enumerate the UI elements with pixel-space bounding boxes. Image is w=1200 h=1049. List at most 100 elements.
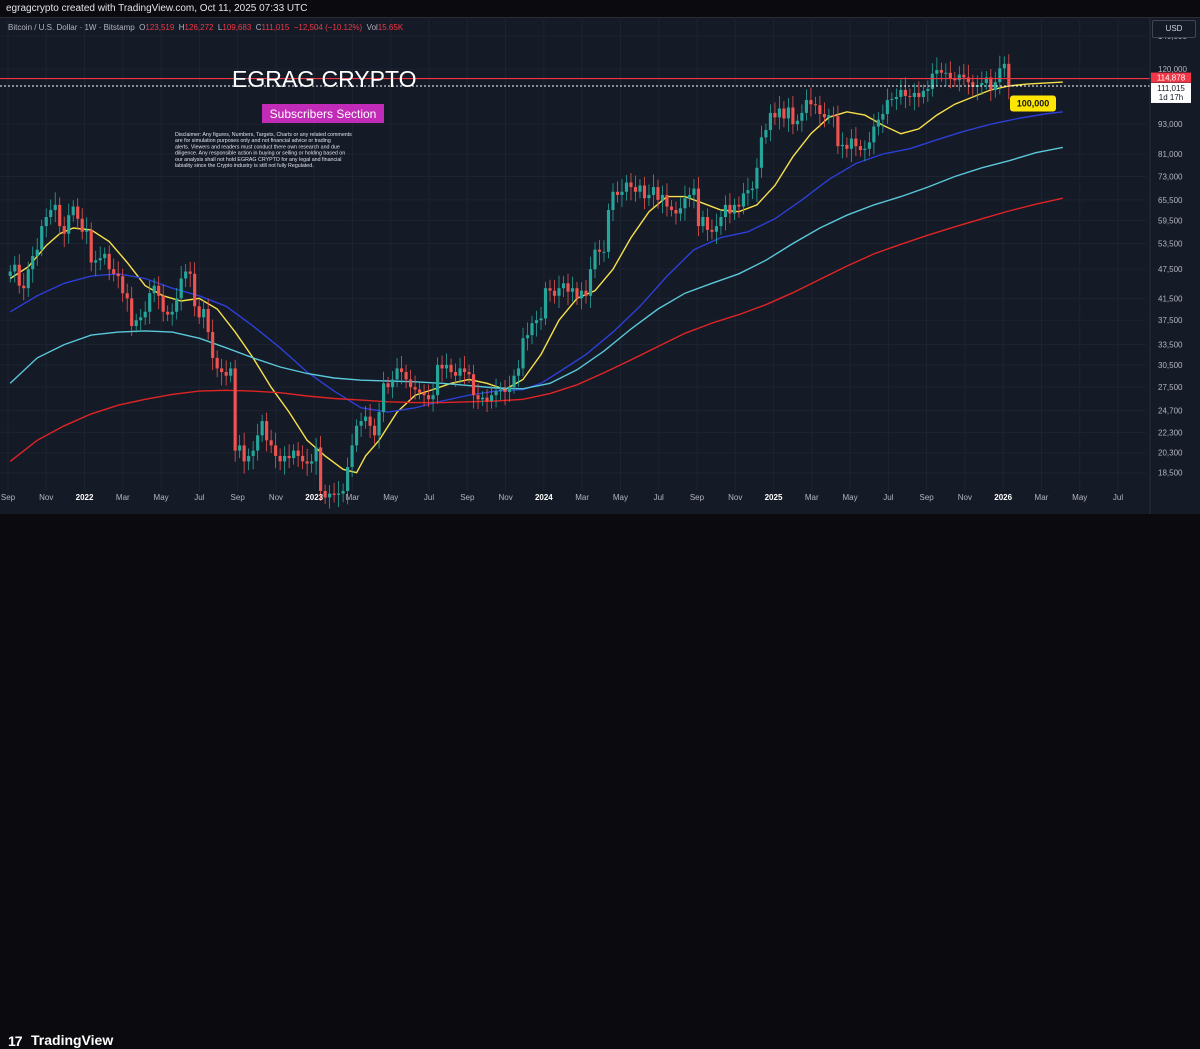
candle-body — [310, 461, 314, 464]
candle-body — [76, 206, 80, 219]
candle-body — [651, 187, 656, 195]
candle — [899, 79, 903, 105]
x-tick-label: 2026 — [994, 493, 1012, 502]
subscribers-badge-text: Subscribers Section — [270, 107, 377, 121]
candle — [921, 84, 925, 104]
subscribers-badge — [262, 104, 384, 123]
candle-body — [175, 298, 179, 312]
close-label: C — [255, 23, 262, 32]
candle-body — [265, 421, 269, 441]
candle — [148, 280, 152, 324]
candle-body — [143, 311, 147, 318]
candle-body — [426, 395, 431, 400]
candle-body — [62, 226, 66, 234]
candle-body — [998, 68, 1002, 83]
candle — [310, 453, 314, 473]
candle-body — [773, 112, 777, 118]
candle-body — [26, 269, 30, 289]
candle — [935, 57, 939, 86]
candle-body — [728, 204, 732, 214]
candle — [368, 403, 372, 438]
candle — [728, 193, 732, 224]
candle-body — [170, 311, 174, 315]
candle — [89, 222, 93, 272]
candle-body — [737, 204, 741, 207]
x-tick-label: Mar — [575, 493, 589, 502]
candle — [1007, 54, 1011, 100]
y-tick-label: 18,500 — [1158, 469, 1183, 478]
candle — [211, 319, 215, 371]
candle-body — [417, 389, 422, 393]
x-tick-label: 2024 — [535, 493, 553, 502]
candle — [840, 132, 844, 159]
price-axis[interactable]: 140,000120,00093,00081,00073,00065,50059… — [1149, 17, 1187, 514]
candle-body — [606, 209, 611, 252]
candle-body — [786, 107, 790, 119]
candle — [804, 89, 808, 121]
candle — [22, 273, 26, 301]
candle-body — [791, 107, 795, 125]
candle-body — [534, 320, 539, 324]
candle — [755, 158, 759, 202]
candle-body — [440, 364, 444, 369]
candle-body — [755, 167, 759, 189]
candle — [377, 402, 381, 449]
candle-body — [211, 332, 215, 358]
candle — [696, 177, 701, 237]
candle — [193, 262, 197, 317]
candle — [121, 268, 125, 303]
candle-body — [89, 229, 93, 263]
candle-body — [471, 374, 476, 396]
candle-body — [251, 450, 255, 456]
currency-button[interactable]: USD — [1152, 20, 1196, 38]
x-tick-label: Sep — [690, 493, 705, 502]
candle — [179, 265, 183, 311]
candle-body — [993, 82, 997, 90]
candle-body — [723, 204, 728, 217]
candle-body — [301, 455, 305, 462]
candle — [269, 429, 273, 454]
candle-body — [840, 144, 844, 147]
disclaimer-text: Disclaimer: Any figures, Numbers, Target… — [175, 132, 352, 169]
candle-body — [287, 455, 291, 459]
candle — [503, 380, 507, 406]
candle-body — [278, 455, 282, 462]
candle — [692, 179, 696, 209]
x-tick-label: Sep — [460, 493, 475, 502]
candle-body — [912, 92, 916, 97]
candle — [854, 127, 858, 157]
candle-body — [400, 368, 404, 373]
candle-body — [620, 191, 624, 195]
candle-body — [404, 372, 408, 380]
time-axis[interactable]: Sep Nov 2022 Mar May Jul Sep Nov 2023 Mar May Jul Se… — [1, 493, 1123, 502]
candle-body — [121, 276, 125, 294]
candle-body — [692, 188, 696, 195]
candle-body — [957, 74, 961, 81]
candle-body — [386, 383, 390, 388]
symbol-legend[interactable]: Bitcoin / U.S. Dollar · 1W · Bitstamp O1… — [8, 23, 403, 32]
candle — [647, 184, 651, 206]
x-tick-label: May — [1072, 493, 1087, 502]
candle-body — [112, 269, 116, 274]
candle — [319, 435, 323, 501]
candle-body — [444, 364, 449, 369]
candle-body — [107, 253, 111, 270]
candle-body — [903, 89, 907, 96]
candle — [876, 112, 880, 136]
x-tick-label: 2025 — [765, 493, 783, 502]
candle-body — [134, 320, 138, 327]
candle — [930, 63, 934, 97]
x-tick-label: Jul — [654, 493, 664, 502]
candle — [813, 96, 817, 115]
candle-body — [890, 99, 894, 101]
candle-body — [274, 445, 278, 456]
candle-body — [22, 285, 26, 289]
candle — [926, 80, 930, 102]
candle-body — [489, 395, 494, 401]
candle — [786, 97, 790, 132]
candle-body — [845, 144, 849, 149]
candle — [426, 384, 431, 407]
x-tick-label: Jul — [424, 493, 434, 502]
